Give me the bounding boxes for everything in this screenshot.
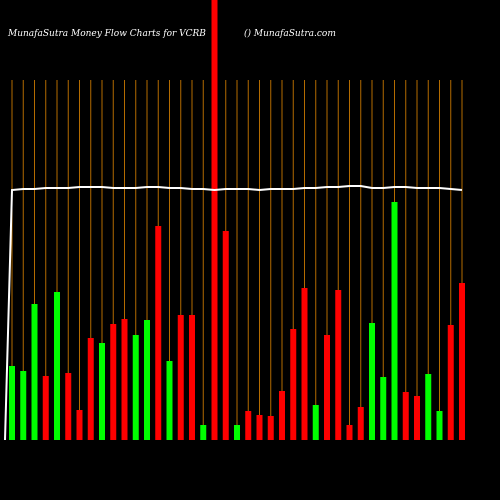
bar: [31, 304, 38, 440]
bar: [436, 411, 443, 440]
bar: [222, 231, 229, 440]
bar: [447, 325, 454, 440]
bar: [121, 319, 128, 440]
chart-subtitle: () MunafaSutra.com: [244, 28, 336, 39]
bar: [324, 335, 330, 440]
bar: [189, 315, 195, 440]
bar: [65, 373, 72, 440]
bar: [402, 392, 409, 440]
bar: [54, 292, 60, 440]
bar: [234, 425, 240, 440]
bar: [279, 391, 285, 440]
bar: [346, 425, 353, 440]
bar: [20, 371, 27, 440]
bar: [155, 226, 162, 440]
bar: [369, 323, 375, 440]
bar: [200, 425, 207, 440]
bar: [312, 405, 319, 440]
bar: [132, 335, 139, 440]
bar: [166, 361, 173, 440]
bar: [177, 315, 184, 440]
bar: [245, 411, 252, 440]
bar: [211, 0, 218, 440]
bar: [99, 343, 105, 440]
bar: [9, 366, 15, 440]
bar: [144, 320, 150, 440]
bar: [42, 376, 49, 440]
bar: [357, 407, 364, 440]
bar: [110, 324, 117, 440]
bar: [425, 374, 432, 440]
bar: [256, 415, 263, 440]
bar: [301, 288, 308, 440]
bar: [87, 338, 94, 440]
bar: [380, 377, 387, 440]
chart-title: MunafaSutra Money Flow Charts for VCRB: [7, 29, 206, 39]
bar: [414, 396, 420, 440]
bar: [76, 410, 83, 440]
bar: [335, 290, 342, 440]
bar: [459, 283, 465, 440]
flow-line: [4, 185, 463, 441]
bar: [290, 329, 297, 440]
bar: [267, 416, 274, 440]
bar: [391, 202, 398, 440]
